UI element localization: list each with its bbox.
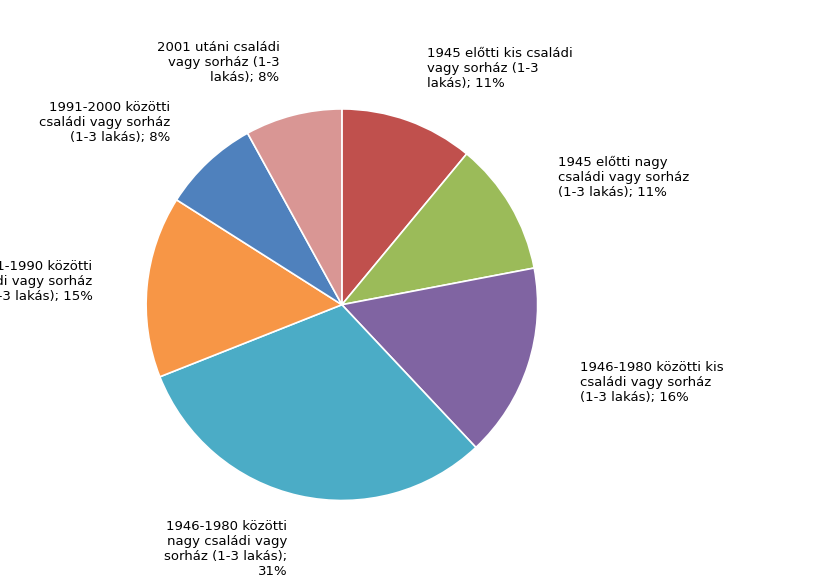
Wedge shape	[342, 268, 538, 448]
Text: 1946-1980 közötti
nagy családi vagy
sorház (1-3 lakás);
31%: 1946-1980 közötti nagy családi vagy sorh…	[164, 520, 287, 578]
Wedge shape	[146, 200, 342, 377]
Text: 1945 előtti kis családi
vagy sorház (1-3
lakás); 11%: 1945 előtti kis családi vagy sorház (1-3…	[427, 47, 572, 90]
Wedge shape	[247, 109, 342, 305]
Wedge shape	[342, 154, 534, 305]
Text: 1946-1980 közötti kis
családi vagy sorház
(1-3 lakás); 16%: 1946-1980 közötti kis családi vagy sorhá…	[580, 360, 724, 404]
Text: 1945 előtti nagy
családi vagy sorház
(1-3 lakás); 11%: 1945 előtti nagy családi vagy sorház (1-…	[558, 155, 689, 199]
Text: 1981-1990 közötti
családi vagy sorház
(1-3 lakás); 15%: 1981-1990 közötti családi vagy sorház (1…	[0, 260, 93, 302]
Wedge shape	[177, 133, 342, 305]
Wedge shape	[160, 305, 476, 500]
Text: 2001 utáni családi
vagy sorház (1-3
lakás); 8%: 2001 utáni családi vagy sorház (1-3 laká…	[156, 40, 279, 84]
Wedge shape	[342, 109, 466, 305]
Text: 1991-2000 közötti
családi vagy sorház
(1-3 lakás); 8%: 1991-2000 közötti családi vagy sorház (1…	[39, 101, 170, 144]
